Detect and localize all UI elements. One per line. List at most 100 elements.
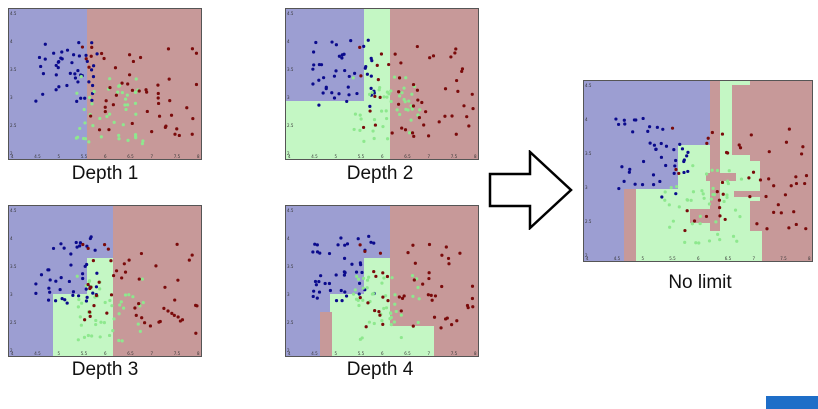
- data-point: [415, 88, 420, 92]
- panel-caption: Depth 3: [71, 359, 139, 380]
- data-point: [722, 199, 726, 204]
- y-tick-label: 4: [10, 39, 13, 44]
- data-point: [363, 66, 367, 70]
- x-tick-label: 8: [808, 256, 811, 261]
- x-tick-label: 6.5: [404, 154, 411, 159]
- data-point: [87, 80, 91, 84]
- data-point: [127, 53, 132, 57]
- data-point: [707, 202, 712, 206]
- data-point: [187, 258, 191, 262]
- data-point: [344, 294, 349, 298]
- data-point: [137, 277, 141, 281]
- data-point: [156, 83, 160, 87]
- x-tick-label: 7.5: [174, 154, 181, 159]
- x-tick-label: 8: [474, 351, 477, 356]
- data-point: [726, 181, 730, 186]
- data-point: [373, 94, 377, 98]
- data-point: [84, 299, 89, 303]
- data-point: [126, 138, 130, 142]
- data-point: [98, 116, 102, 121]
- data-point: [369, 56, 373, 60]
- data-point: [86, 282, 90, 287]
- data-point: [332, 96, 337, 100]
- data-point: [90, 334, 94, 338]
- data-point: [340, 299, 344, 303]
- data-point: [190, 132, 194, 136]
- data-point: [163, 285, 167, 289]
- data-point: [747, 176, 751, 180]
- data-point: [380, 281, 384, 285]
- data-point: [78, 244, 82, 248]
- data-point: [107, 333, 112, 338]
- data-point: [89, 235, 93, 239]
- data-point: [765, 227, 769, 231]
- data-point: [672, 171, 676, 175]
- data-point: [340, 56, 344, 60]
- data-point: [143, 321, 147, 325]
- data-point: [68, 71, 72, 75]
- data-point: [89, 114, 93, 118]
- data-point: [416, 285, 420, 290]
- data-point: [63, 298, 67, 302]
- data-point: [358, 296, 362, 300]
- x-tick-label: 5.5: [669, 256, 676, 261]
- data-point: [162, 306, 166, 310]
- data-point: [454, 47, 458, 51]
- data-point: [445, 316, 449, 320]
- data-point: [661, 127, 665, 131]
- x-tick-label: 6: [697, 256, 700, 261]
- data-point: [727, 169, 731, 173]
- data-point: [73, 76, 78, 80]
- data-point: [366, 301, 370, 305]
- data-point: [76, 68, 80, 73]
- data-point: [397, 295, 401, 299]
- data-point: [393, 52, 397, 56]
- data-point: [392, 320, 397, 324]
- x-tick-label: 8: [197, 154, 200, 159]
- data-point: [127, 73, 132, 77]
- data-point: [360, 270, 364, 275]
- data-point: [378, 85, 382, 90]
- data-point: [659, 141, 663, 146]
- data-point: [317, 279, 321, 284]
- data-point: [654, 147, 658, 151]
- data-point: [735, 239, 739, 243]
- data-point: [37, 55, 42, 60]
- data-point: [34, 291, 38, 295]
- data-point: [409, 118, 413, 122]
- data-point: [108, 298, 112, 303]
- data-point: [707, 239, 712, 243]
- data-point: [317, 103, 321, 107]
- data-point: [628, 167, 632, 171]
- data-point: [103, 300, 107, 305]
- x-tick-label: 8: [474, 154, 477, 159]
- data-point: [402, 86, 406, 90]
- data-point: [427, 242, 432, 247]
- x-tick-label: 5: [58, 351, 61, 356]
- data-point: [65, 83, 69, 88]
- data-point: [76, 135, 80, 139]
- data-point: [399, 61, 403, 65]
- data-point: [758, 178, 763, 182]
- data-point: [168, 98, 172, 103]
- data-point: [430, 298, 434, 302]
- data-point: [117, 84, 122, 88]
- data-point: [685, 209, 689, 213]
- region: [734, 191, 762, 197]
- data-point: [65, 301, 69, 305]
- data-point: [90, 83, 95, 88]
- data-point: [112, 120, 116, 124]
- data-point: [76, 338, 80, 342]
- data-point: [167, 77, 171, 81]
- data-point: [343, 290, 347, 294]
- data-point: [87, 65, 91, 69]
- data-point: [692, 219, 697, 223]
- data-point: [79, 75, 83, 79]
- data-point: [683, 228, 687, 233]
- y-tick-label: 3.5: [287, 264, 294, 269]
- data-point: [177, 133, 181, 138]
- data-point: [359, 117, 363, 121]
- data-point: [145, 109, 149, 114]
- data-point: [41, 92, 45, 96]
- data-point: [74, 240, 78, 245]
